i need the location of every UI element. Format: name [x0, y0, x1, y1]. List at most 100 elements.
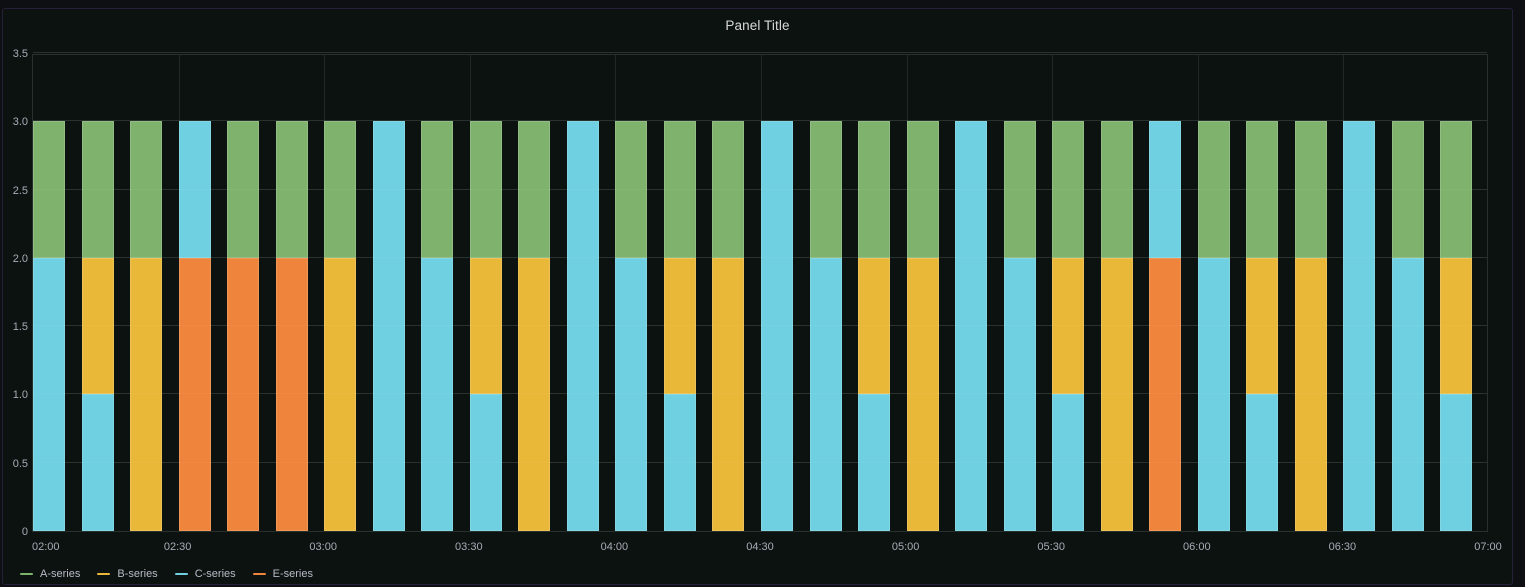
bar-segment-a-series[interactable]: [1294, 121, 1327, 258]
x-tick-label: 05:30: [1037, 541, 1065, 553]
bar-segment-a-series[interactable]: [1391, 121, 1424, 258]
bar-segment-a-series[interactable]: [518, 121, 551, 258]
bar-segment-b-series[interactable]: [663, 257, 696, 395]
legend-swatch-icon: [97, 573, 111, 575]
bar-segment-c-series[interactable]: [858, 394, 891, 531]
bar-segment-b-series[interactable]: [130, 257, 163, 531]
bar-segment-c-series[interactable]: [421, 257, 454, 531]
bar-segment-a-series[interactable]: [1440, 121, 1473, 258]
bar-segment-a-series[interactable]: [81, 121, 114, 258]
bar-segment-c-series[interactable]: [761, 121, 793, 531]
bar-segment-a-series[interactable]: [421, 121, 454, 258]
bar-segment-c-series[interactable]: [663, 394, 696, 531]
bar-segment-b-series[interactable]: [81, 257, 114, 395]
x-tick-label: 04:30: [746, 541, 774, 553]
bar-segment-c-series[interactable]: [809, 257, 842, 531]
bar-segment-b-series[interactable]: [906, 257, 939, 531]
gridline-y: [33, 52, 1487, 53]
bar-segment-b-series[interactable]: [1294, 257, 1327, 531]
legend-item-a-series[interactable]: A-series: [20, 567, 80, 581]
bar-segment-b-series[interactable]: [1246, 257, 1279, 395]
bar-segment-a-series[interactable]: [615, 121, 648, 258]
bar-segment-a-series[interactable]: [858, 121, 891, 258]
bar-segment-c-series[interactable]: [1343, 121, 1376, 531]
bar-segment-c-series[interactable]: [1246, 394, 1279, 531]
gridline-y: [33, 393, 1487, 395]
y-tick-label: 1.5: [12, 321, 28, 334]
bar-segment-c-series[interactable]: [1391, 257, 1424, 531]
bar-segment-c-series[interactable]: [81, 394, 114, 531]
bar-segment-a-series[interactable]: [1100, 121, 1133, 258]
bar-segment-e-series[interactable]: [275, 257, 308, 531]
panel: Panel Title 0 0.5 1.0 1.5 2.0 2.5 3.0 3.5 02:00…: [2, 8, 1513, 585]
x-tick-label: 06:00: [1183, 541, 1211, 553]
y-axis: 0 0.5 1.0 1.5 2.0 2.5 3.0 3.5: [3, 48, 28, 538]
bar-segment-c-series[interactable]: [566, 121, 599, 531]
bar-segment-b-series[interactable]: [1052, 257, 1085, 395]
bar-segment-a-series[interactable]: [33, 121, 65, 258]
legend-item-b-series[interactable]: B-series: [97, 567, 158, 581]
bar-segment-e-series[interactable]: [1149, 257, 1182, 531]
bar-segment-c-series[interactable]: [1052, 394, 1085, 531]
x-tick-label: 07:00: [1474, 541, 1502, 553]
bar-segment-c-series[interactable]: [178, 121, 211, 258]
bar-segment-e-series[interactable]: [178, 257, 211, 531]
gridline-y: [33, 256, 1487, 258]
y-tick-label: 3.5: [12, 48, 28, 60]
bar-segment-a-series[interactable]: [227, 121, 260, 258]
bar-segment-c-series[interactable]: [1149, 121, 1182, 258]
legend-label: E-series: [272, 568, 313, 580]
legend-swatch-icon: [174, 573, 188, 575]
bar-segment-a-series[interactable]: [1246, 121, 1279, 258]
bar-segment-a-series[interactable]: [712, 121, 745, 258]
bar-segment-c-series[interactable]: [615, 257, 648, 531]
bar-segment-c-series[interactable]: [955, 121, 988, 531]
bar-segment-a-series[interactable]: [130, 121, 163, 258]
bar-segment-b-series[interactable]: [858, 257, 891, 395]
legend-label: B-series: [117, 568, 158, 580]
legend-item-e-series[interactable]: E-series: [252, 567, 313, 581]
y-tick-label: 3.0: [12, 116, 28, 129]
plot-area: [32, 52, 1488, 532]
bars-layer: [33, 55, 1487, 531]
bar-segment-b-series[interactable]: [712, 257, 745, 531]
bar-segment-c-series[interactable]: [33, 257, 65, 531]
bar-segment-c-series[interactable]: [1197, 257, 1230, 531]
panel-header[interactable]: Panel Title: [3, 9, 1512, 41]
x-tick-label: 02:00: [32, 541, 60, 553]
bar-segment-b-series[interactable]: [324, 257, 357, 531]
bar-segment-c-series[interactable]: [372, 121, 405, 531]
bar-segment-b-series[interactable]: [469, 257, 502, 395]
gridline-y: [33, 188, 1487, 190]
legend: A-series B-series C-series E-series: [20, 565, 313, 583]
y-tick-label: 0.5: [12, 457, 28, 470]
gridline-y: [33, 325, 1487, 327]
bar-segment-a-series[interactable]: [1197, 121, 1230, 258]
y-tick-label: 2.0: [12, 252, 28, 265]
bar-segment-b-series[interactable]: [518, 257, 551, 531]
panel-title[interactable]: Panel Title: [725, 17, 790, 33]
bar-segment-a-series[interactable]: [275, 121, 308, 258]
bar-segment-c-series[interactable]: [469, 394, 502, 531]
legend-swatch-icon: [20, 573, 33, 575]
bar-segment-a-series[interactable]: [663, 121, 696, 258]
bar-segment-e-series[interactable]: [227, 257, 260, 531]
x-tick-label: 04:00: [600, 541, 629, 553]
x-tick-label: 02:30: [163, 541, 192, 553]
bar-segment-b-series[interactable]: [1100, 257, 1133, 531]
legend-label: A-series: [40, 568, 81, 580]
legend-item-c-series[interactable]: C-series: [174, 567, 236, 581]
gridline-y: [33, 461, 1487, 463]
bar-segment-b-series[interactable]: [1440, 257, 1473, 395]
bar-segment-a-series[interactable]: [1003, 121, 1036, 258]
bar-segment-c-series[interactable]: [1003, 257, 1036, 531]
bar-segment-a-series[interactable]: [906, 121, 939, 258]
legend-label: C-series: [194, 568, 236, 580]
x-axis: 02:00 02:30 03:00 03:30 04:00 04:30 05:00 05:30…: [32, 539, 1502, 555]
y-tick-label: 0: [21, 526, 28, 538]
bar-segment-a-series[interactable]: [1052, 121, 1085, 258]
bar-segment-c-series[interactable]: [1440, 394, 1473, 531]
bar-segment-a-series[interactable]: [324, 121, 357, 258]
bar-segment-a-series[interactable]: [809, 121, 842, 258]
bar-segment-a-series[interactable]: [469, 121, 502, 258]
